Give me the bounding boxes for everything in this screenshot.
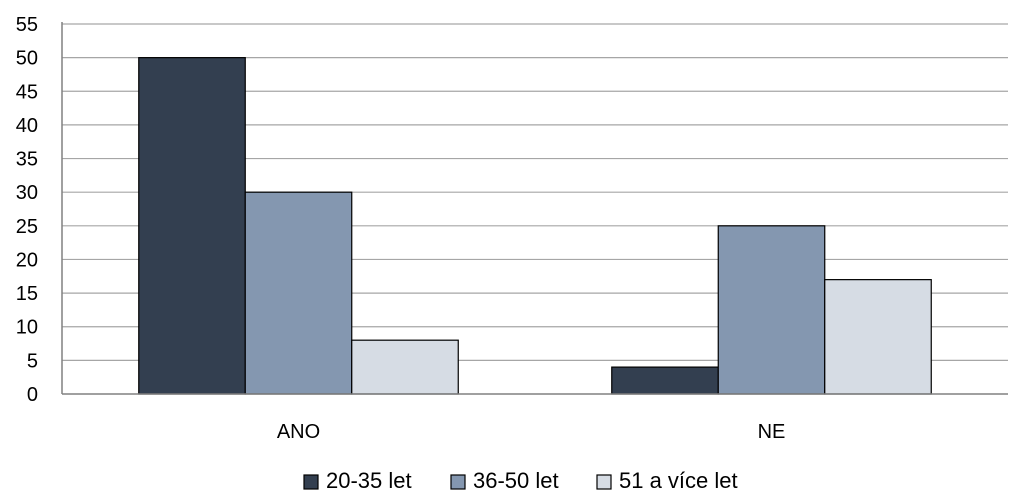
legend-label: 20-35 let [326,468,412,493]
bars [138,57,932,395]
bar-ne-series-3 [824,279,932,395]
y-tick-label: 35 [16,149,38,171]
bar-ano-series-2 [244,191,353,395]
y-tick-label: 0 [27,384,38,406]
legend: 20-35 let 36-50 let 51 a více let [303,468,738,493]
y-tick-label: 55 [16,14,38,36]
legend-label: 36-50 let [473,468,559,493]
legend-swatch [596,474,612,490]
y-axis-tick-labels: 0 5 10 15 20 25 30 35 40 45 50 55 [16,14,38,406]
y-tick-label: 30 [16,182,38,204]
bar-ne-series-2 [717,225,826,395]
legend-swatch [450,474,466,490]
y-tick-label: 5 [27,350,38,372]
bar-ne-series-1 [611,366,719,395]
legend-swatch [303,474,319,490]
x-category-label: ANO [277,421,320,443]
x-axis-category-labels: ANO NE [277,421,786,443]
legend-label: 51 a více let [619,468,738,493]
y-tick-label: 40 [16,115,38,137]
x-category-label: NE [758,421,786,443]
y-tick-label: 50 [16,48,38,70]
bar-ano-series-3 [351,339,459,395]
y-tick-label: 45 [16,81,38,103]
bar-ano-series-1 [138,57,246,395]
y-tick-label: 25 [16,216,38,238]
y-tick-label: 20 [16,249,38,271]
y-tick-label: 10 [16,317,38,339]
y-tick-label: 15 [16,283,38,305]
